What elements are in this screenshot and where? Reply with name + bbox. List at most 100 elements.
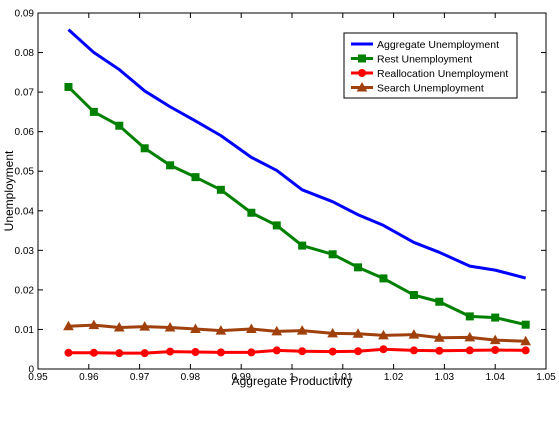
data-point [491,313,500,322]
data-point [166,161,175,170]
legend-label: Search Unemployment [377,83,484,95]
x-tick-label: 1.01 [333,372,353,383]
data-point [521,346,530,355]
y-tick-label: 0.04 [15,206,35,217]
data-point [89,107,98,116]
data-point [88,319,100,330]
legend-label: Reallocation Unemployment [377,68,508,80]
x-tick-label: 0.95 [28,372,48,383]
series-3 [64,345,530,358]
x-tick-label: 0.96 [79,372,99,383]
series-4 [63,319,532,346]
data-point [190,323,201,334]
data-point [409,346,418,355]
legend-label: Aggregate Unemployment [377,39,499,51]
x-tick-label: 0.98 [181,372,201,383]
legend-entry: Search Unemployment [351,81,484,95]
series-1 [67,28,527,280]
y-tick-label: 0.09 [15,9,35,20]
y-tick-label: 0 [28,365,34,376]
legend-marker [358,69,366,77]
data-point [271,325,283,336]
data-point [89,348,98,357]
legend-entry: Reallocation Unemployment [351,68,508,80]
x-tick-label: 0.99 [231,372,251,383]
data-point [113,321,125,332]
data-point [520,335,532,346]
data-point [408,329,420,339]
data-point [246,323,257,334]
data-point [327,327,338,338]
y-axis-title: Unemployment [2,150,16,231]
series-2 [64,82,530,329]
data-point [64,82,73,91]
data-point [63,320,74,331]
data-point [272,221,281,230]
x-tick-label: 1 [289,372,295,383]
data-point [216,185,225,194]
data-point [298,347,307,356]
series-line [68,347,526,355]
data-point [139,321,151,331]
x-tick-label: 1.03 [435,372,455,383]
data-point [216,348,225,357]
x-tick-label: 0.97 [130,372,150,383]
data-point [464,331,476,342]
series-line [67,85,527,327]
data-point [166,347,175,356]
data-point [352,328,364,338]
data-point [491,346,500,355]
legend-entry: Aggregate Unemployment [351,39,499,51]
data-point [435,346,444,355]
data-point [140,144,149,153]
axis-ticks: 0.95 0.96 0.97 0.98 0.99 1 1.01 1.02 1.03 1.04 1.0… [15,9,557,384]
x-tick-label: 1.02 [384,372,404,383]
data-point [433,332,445,342]
x-tick-label: 1.04 [485,372,505,383]
data-point [328,250,337,259]
y-tick-label: 0.05 [15,167,35,178]
data-point [247,208,256,217]
data-point [409,291,418,300]
legend-marker [356,81,368,92]
y-tick-label: 0.02 [15,285,35,296]
x-axis-title: Aggregate Productivity [232,374,353,388]
data-point [247,348,256,357]
data-point [465,312,474,321]
series-line [67,28,527,280]
y-tick-label: 0.03 [15,246,35,257]
series-layer [63,28,532,358]
legend-label: Rest Unemployment [377,54,472,66]
data-point [215,325,227,335]
legend-entry: Rest Unemployment [351,54,472,66]
data-point [354,347,363,356]
legend-marker [358,54,366,63]
series-line [68,323,526,343]
data-point [328,347,337,356]
data-point [489,334,501,345]
data-point [115,121,124,130]
data-point [191,347,200,356]
data-point [298,241,307,250]
data-point [140,349,149,358]
data-point [379,345,388,354]
legend: Aggregate Unemployment Rest Unemployment R… [343,32,518,99]
data-point [64,348,73,357]
y-tick-label: 0.07 [15,88,35,99]
data-point [378,329,389,340]
data-point [521,320,530,329]
data-point [115,349,124,358]
data-point [465,346,474,355]
data-point [191,173,200,182]
data-point [296,325,308,335]
data-point [379,274,388,283]
data-point [272,346,281,355]
x-tick-label: 1.05 [536,372,556,383]
y-tick-label: 0.01 [15,325,35,336]
data-point [164,321,176,332]
y-tick-label: 0.08 [15,48,35,59]
data-point [435,297,444,306]
y-tick-label: 0.06 [15,127,35,138]
